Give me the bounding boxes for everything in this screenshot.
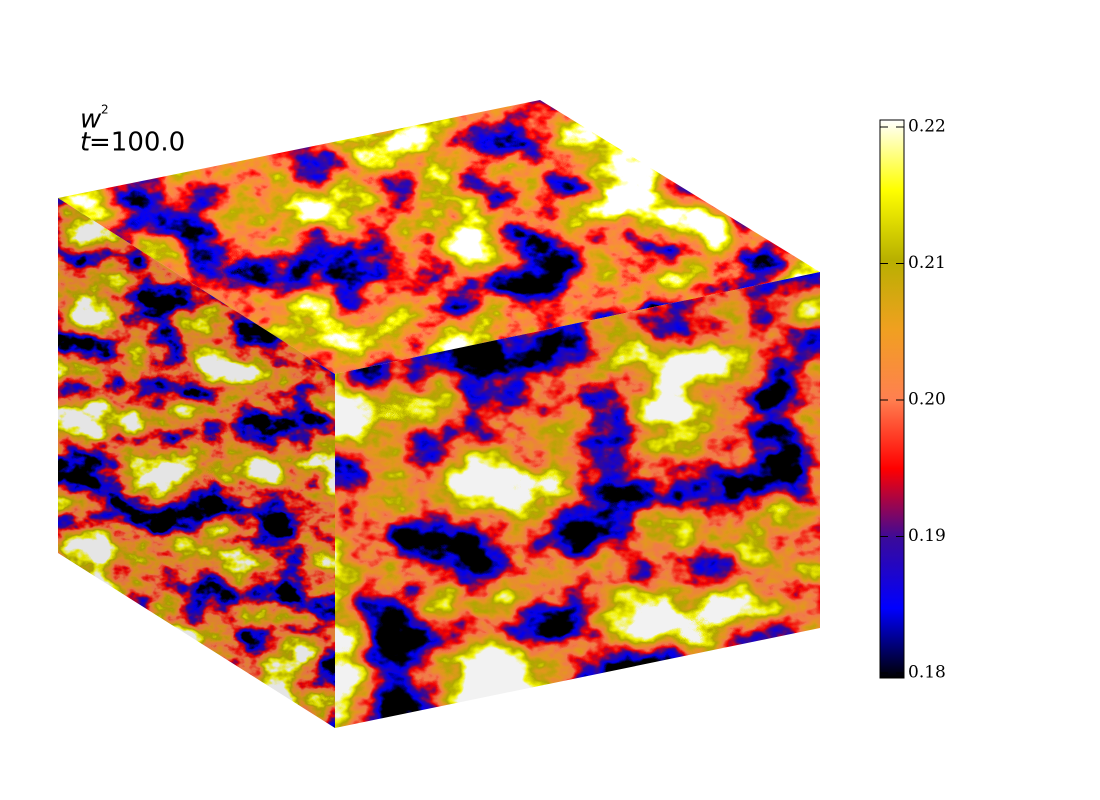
field-label: w 2 t =100.0 [80,103,185,158]
colorbar-gradient [879,119,905,679]
colorbar-tick-label: 0.22 [908,117,946,137]
colorbar: 0.18 0.19 0.20 0.21 0.22 [879,117,946,683]
colorbar-tick-label: 0.19 [908,526,946,546]
time-symbol: t [80,128,91,158]
colorbar-tick-label: 0.21 [908,253,946,273]
colorbar-tick-label: 0.18 [908,663,946,683]
cube [58,100,820,728]
variable-exponent: 2 [101,103,109,117]
colorbar-tick-label: 0.20 [908,390,946,410]
time-value: =100.0 [89,128,185,158]
variable-label: w [80,105,102,135]
